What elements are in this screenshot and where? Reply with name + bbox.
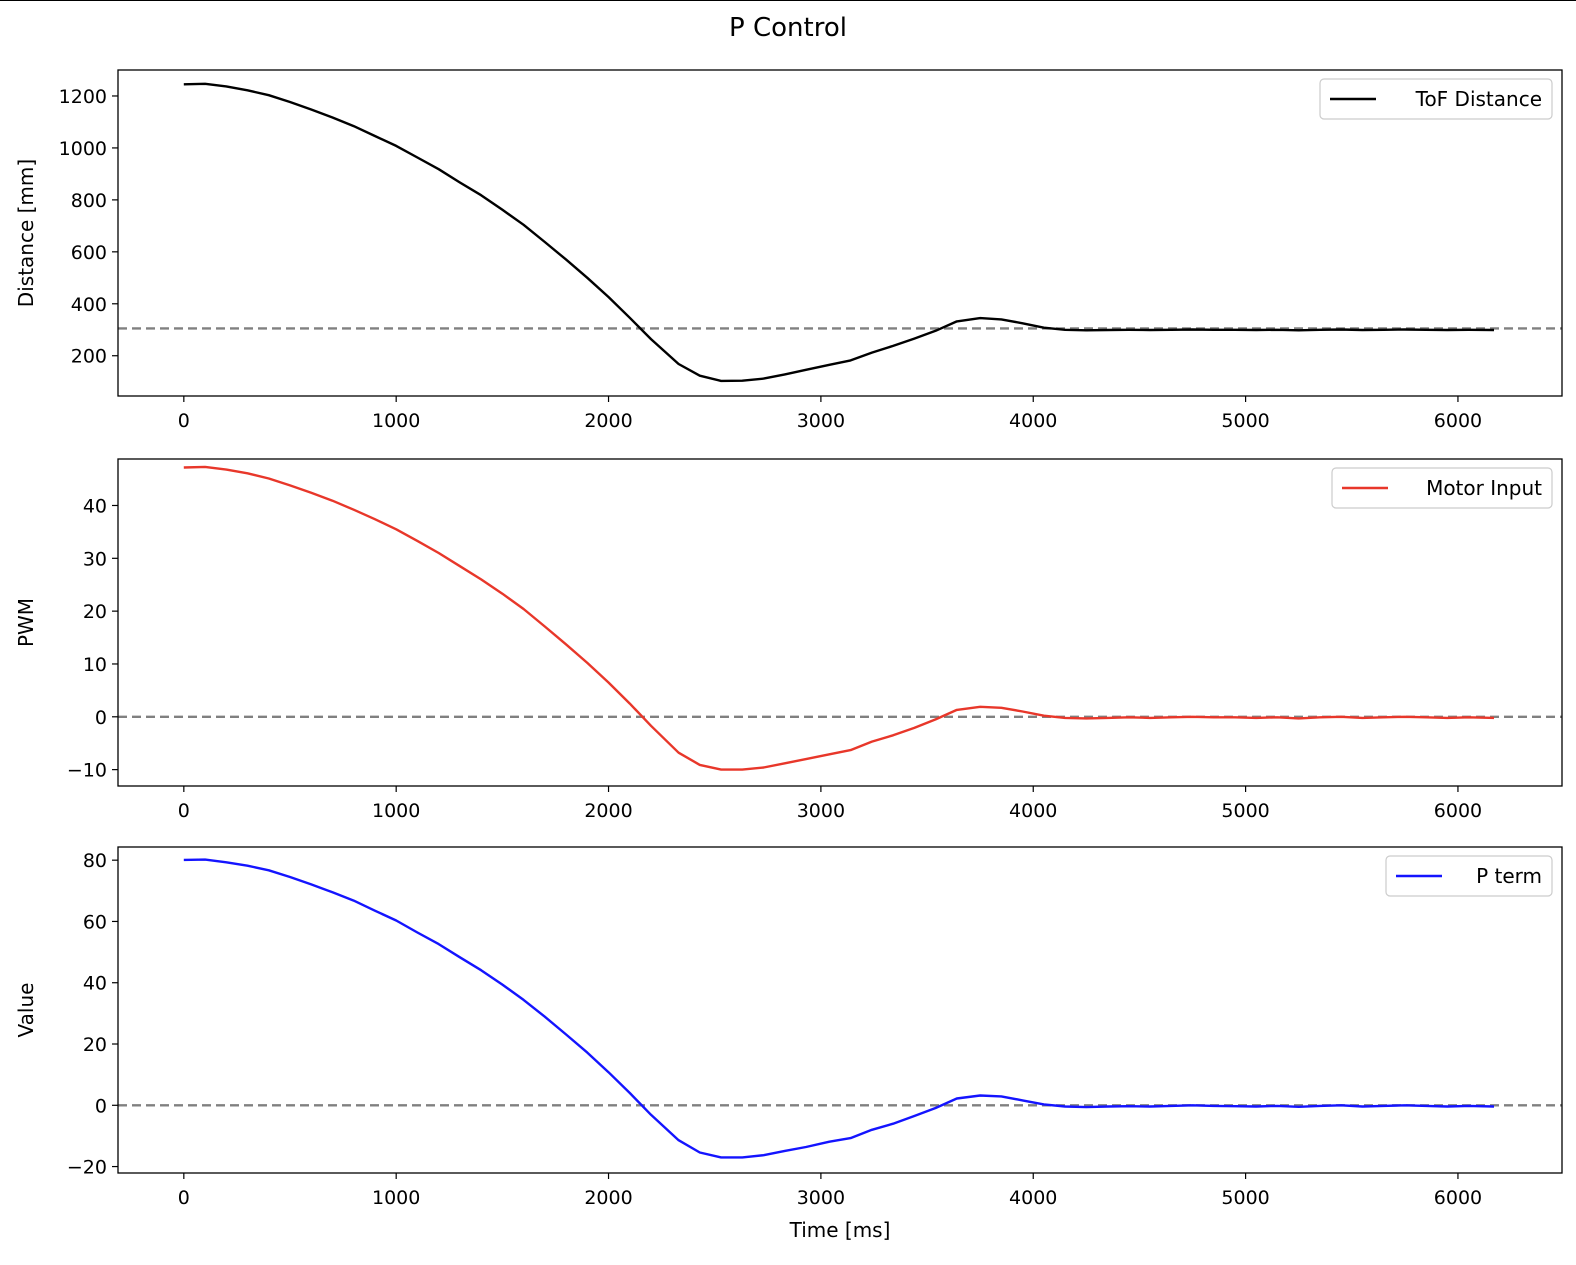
panel-2-x-tick-label: 2000 <box>584 800 632 822</box>
panel-2-frame <box>117 458 1563 787</box>
panel-3-y-tick-label: −20 <box>67 1157 107 1179</box>
panel-3-x-tick-label: 1000 <box>372 1187 420 1209</box>
panel-3-y-tick-label: 20 <box>83 1034 107 1056</box>
panel-3-x-tick-label: 4000 <box>1009 1187 1057 1209</box>
panel-2-y-tick-label: −10 <box>67 760 107 782</box>
panel-2-y-tick-label: 40 <box>83 495 107 517</box>
panel-2-y-tick-label: 20 <box>83 601 107 623</box>
panel-2-y-tick-label: 30 <box>83 548 107 570</box>
panel-3-x-tick-label: 6000 <box>1434 1187 1482 1209</box>
panel-3-y-tick-label: 60 <box>83 911 107 933</box>
panel-1-y-tick-label: 1000 <box>59 138 107 160</box>
panel-1-x-tick-label: 2000 <box>584 410 632 432</box>
panel-2-series-line <box>183 465 1495 771</box>
panel-1-y-tick-label: 600 <box>71 242 107 264</box>
panel-2-x-tick-label: 4000 <box>1009 800 1057 822</box>
panel-3: 0 1000 2000 3000 4000 5000 6000 −20 0 20 40 60 80 Val… <box>14 846 1563 1242</box>
panel-1-x-tick-label: 4000 <box>1009 410 1057 432</box>
panel-3-x-axis-label: Time [ms] <box>789 1218 891 1242</box>
panel-1-series-line <box>183 82 1495 383</box>
panel-1-x-tick-label: 1000 <box>372 410 420 432</box>
panel-1-y-axis-label: Distance [mm] <box>14 159 38 307</box>
panel-1-y-tick-label: 800 <box>71 190 107 212</box>
panel-3-x-tick-label: 5000 <box>1221 1187 1269 1209</box>
panel-2-legend <box>1331 467 1553 509</box>
panel-1-frame <box>117 69 1563 397</box>
panel-2-x-tick-label: 3000 <box>797 800 845 822</box>
panel-1-legend <box>1319 78 1553 120</box>
panel-3-y-tick-label: 0 <box>95 1095 107 1117</box>
panel-1-y-tick-label: 200 <box>71 346 107 368</box>
figure-title: P Control <box>729 13 847 43</box>
panel-1: 0 1000 2000 3000 4000 5000 6000 200 400 600 800 100… <box>14 69 1563 432</box>
panel-3-legend-label: P term <box>1476 864 1542 888</box>
panel-3-y-axis-label: Value <box>14 983 38 1038</box>
panel-2-y-axis-label: PWM <box>14 598 38 647</box>
panel-1-x-tick-label: 3000 <box>797 410 845 432</box>
panel-1-legend-label: ToF Distance <box>1415 87 1542 111</box>
panel-3-x-tick-label: 3000 <box>797 1187 845 1209</box>
panel-3-x-tick-label: 2000 <box>584 1187 632 1209</box>
panel-3-y-tick-label: 40 <box>83 973 107 995</box>
panel-2-x-tick-label: 0 <box>178 800 190 822</box>
panel-1-y-tick-label: 1200 <box>59 86 107 108</box>
panel-3-frame <box>117 846 1563 1174</box>
panel-2-x-tick-label: 1000 <box>372 800 420 822</box>
panel-2-x-tick-label: 6000 <box>1434 800 1482 822</box>
panel-1-x-tick-label: 0 <box>178 410 190 432</box>
panel-2-legend-label: Motor Input <box>1426 476 1542 500</box>
panel-3-x-tick-label: 0 <box>178 1187 190 1209</box>
panel-3-series-line <box>183 858 1495 1159</box>
panel-1-y-tick-label: 400 <box>71 294 107 316</box>
panel-2-x-tick-label: 5000 <box>1221 800 1269 822</box>
panel-2-y-tick-label: 0 <box>95 707 107 729</box>
panel-2: 0 1000 2000 3000 4000 5000 6000 −10 0 10 20 30 40 PWM… <box>14 458 1563 822</box>
panel-3-y-tick-label: 80 <box>83 850 107 872</box>
panel-1-x-tick-label: 5000 <box>1221 410 1269 432</box>
panel-1-x-tick-label: 6000 <box>1434 410 1482 432</box>
panel-3-legend <box>1385 855 1553 897</box>
panel-2-y-tick-label: 10 <box>83 654 107 676</box>
